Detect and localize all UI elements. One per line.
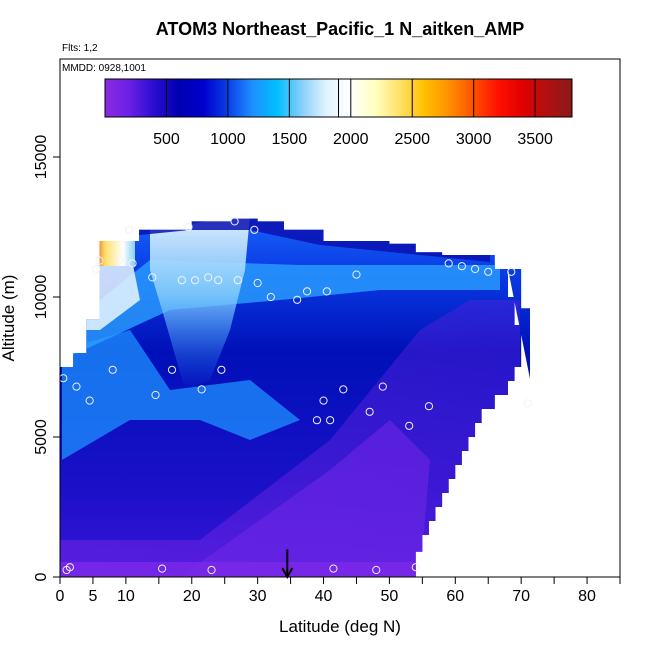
sample-point	[92, 264, 101, 274]
colorbar-tick-label: 1500	[272, 131, 308, 148]
chart-title: ATOM3 Northeast_Pacific_1 N_aitken_AMP	[156, 19, 524, 39]
sample-point	[326, 416, 335, 425]
dates-label: MMDD: 0928,1001	[62, 63, 146, 74]
y-axis-label: Altitude (m)	[0, 275, 18, 362]
sample-point	[322, 287, 331, 296]
x-axis: 0 5 10 20 30 40 50 60 70 80	[56, 577, 621, 605]
sample-point	[190, 276, 200, 285]
sample-point	[523, 399, 532, 408]
sample-point	[266, 292, 275, 302]
x-tick-label: 40	[315, 588, 333, 605]
sample-point	[470, 264, 480, 274]
sample-point	[85, 396, 94, 405]
y-tick-label: 15000	[33, 135, 50, 180]
sample-point	[411, 563, 420, 572]
sample-point	[151, 390, 160, 400]
x-tick-label: 60	[446, 588, 464, 605]
sample-point	[158, 564, 167, 573]
sample-point	[167, 365, 177, 374]
x-tick-label: 50	[381, 588, 399, 605]
sample-point	[108, 365, 117, 374]
sample-point	[217, 365, 226, 374]
sample-point	[253, 278, 262, 288]
plot-border	[59, 58, 621, 578]
sample-point	[372, 565, 381, 575]
y-axis: 0 5000 10000 15000	[33, 135, 60, 581]
sample-point	[378, 382, 387, 391]
sample-point	[484, 267, 493, 276]
colorbar-tick-label: 2500	[394, 131, 430, 148]
sample-point	[230, 217, 239, 226]
sample-point	[207, 565, 216, 575]
y-tick-label: 5000	[33, 419, 50, 455]
latitude-arrow-marker	[281, 549, 294, 580]
y-tick-label: 10000	[33, 275, 50, 320]
sample-point	[115, 256, 124, 265]
sample-point	[405, 421, 414, 430]
colorbar-tick-label: 3500	[517, 131, 553, 148]
x-axis-label: Latitude (deg N)	[279, 617, 401, 636]
sample-point	[95, 256, 104, 265]
sample-point	[365, 407, 374, 416]
x-tick-label: 0	[56, 588, 65, 605]
colorbar: 500 1000 1500 2000 2500 3000 3500	[104, 78, 573, 148]
heatmap-deep-band	[180, 420, 430, 577]
sample-point	[177, 276, 186, 285]
y-tick-label: 0	[33, 572, 50, 581]
sample-point	[507, 267, 516, 276]
sample-point	[457, 262, 466, 271]
arrow-head	[281, 567, 294, 580]
x-tick-label: 20	[183, 588, 201, 605]
colorbar-tick-label: 2000	[333, 131, 369, 148]
sample-point	[128, 259, 137, 268]
colorbar-tick-label: 3000	[456, 131, 492, 148]
sample-point	[312, 416, 322, 425]
sample-point	[72, 382, 81, 391]
sample-points	[59, 217, 532, 575]
x-tick-label: 70	[512, 588, 530, 605]
sample-point	[184, 222, 193, 232]
sample-point	[148, 273, 157, 282]
x-tick-label: 80	[578, 588, 596, 605]
sample-point	[339, 385, 348, 394]
sample-point	[214, 276, 223, 285]
sample-point	[293, 295, 302, 304]
sample-point	[352, 270, 361, 279]
flights-label: Flts: 1,2	[62, 43, 98, 54]
heatmap-midlevel-lobe	[62, 330, 300, 460]
sample-point	[319, 396, 328, 405]
sample-point	[302, 287, 312, 296]
sample-point	[329, 564, 338, 573]
heatmap-plume	[150, 218, 250, 390]
sample-point	[444, 259, 453, 268]
heatmap-region	[60, 218, 530, 577]
heatmap-top-cap	[130, 218, 490, 262]
colorbar-tick-label: 1000	[210, 131, 246, 148]
sample-point	[197, 385, 206, 394]
x-tick-label: 5	[88, 588, 97, 605]
sample-point	[250, 225, 259, 234]
heatmap-bottom-strip	[60, 562, 420, 577]
x-tick-label: 10	[117, 588, 135, 605]
sample-point	[65, 563, 74, 572]
sample-point	[424, 402, 434, 411]
x-tick-label: 30	[249, 588, 267, 605]
sample-point	[125, 225, 134, 234]
sample-point	[233, 276, 242, 285]
sample-point	[204, 273, 213, 282]
colorbar-tick-label: 500	[153, 131, 180, 148]
